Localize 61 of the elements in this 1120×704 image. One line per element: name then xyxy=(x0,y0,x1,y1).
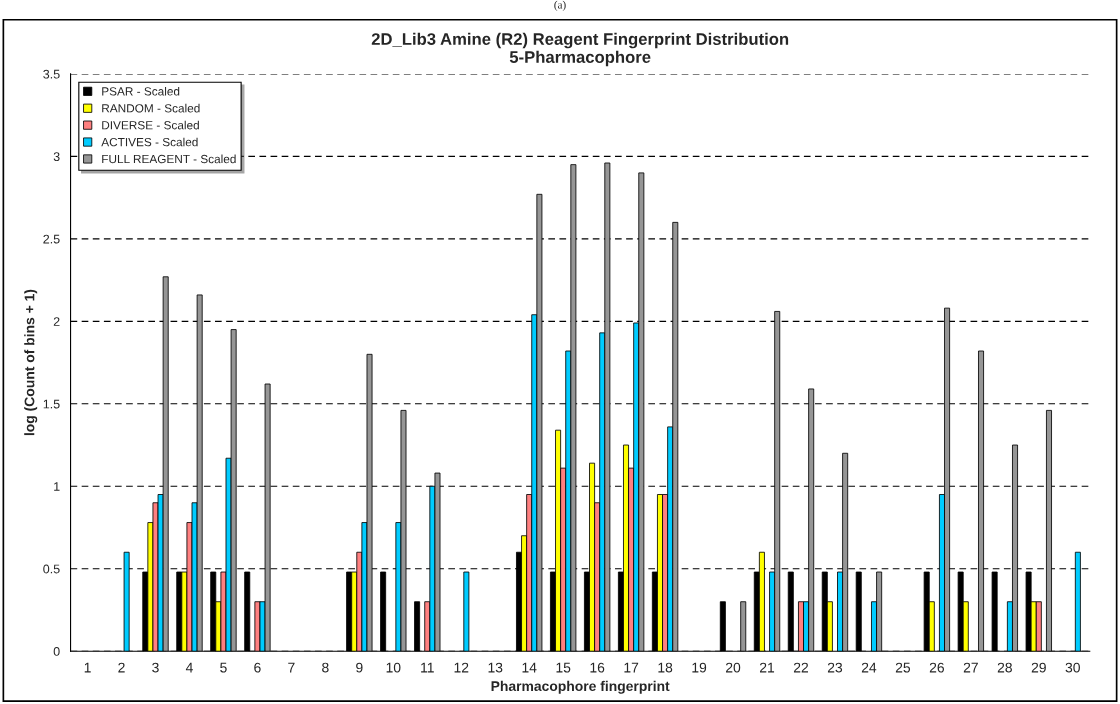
bar xyxy=(787,571,794,652)
x-tick-label: 14 xyxy=(522,662,537,673)
x-tick-label: 1 xyxy=(84,662,91,673)
y-tick-label: 2.5 xyxy=(43,234,60,244)
x-tick-label: 25 xyxy=(895,662,911,673)
bar xyxy=(855,571,862,652)
y-tick-label: 1 xyxy=(54,482,60,491)
x-tick-label: 23 xyxy=(827,662,843,673)
x-tick-label: 21 xyxy=(759,662,775,673)
bar xyxy=(740,601,747,652)
bar xyxy=(414,601,421,652)
y-tick-label: 2 xyxy=(53,317,60,326)
bar xyxy=(210,571,217,652)
text: (a) xyxy=(554,0,566,11)
y-tick-label: 3 xyxy=(53,152,60,162)
bar xyxy=(1025,571,1032,652)
y-axis-title: log (Count of bins + 1) xyxy=(24,289,38,436)
x-tick-label: 2 xyxy=(118,662,125,673)
bar xyxy=(463,571,470,652)
x-tick-label: 3 xyxy=(152,662,159,673)
legend-label: RANDOM - Scaled xyxy=(102,103,200,113)
bar xyxy=(1046,409,1052,652)
x-tick-label: 11 xyxy=(421,662,434,673)
x-tick-label: 28 xyxy=(997,662,1012,673)
x-tick-label: 12 xyxy=(454,662,469,673)
bar xyxy=(719,601,726,652)
x-tick-label: 9 xyxy=(356,662,363,673)
bar xyxy=(991,571,998,652)
bar xyxy=(244,571,251,652)
x-tick-label: 18 xyxy=(658,662,673,673)
x-tick-label: 15 xyxy=(556,662,571,673)
bar xyxy=(1035,601,1042,652)
legend-label: ACTIVES - Scaled xyxy=(101,137,198,147)
x-tick-label: 5 xyxy=(220,662,227,673)
x-tick-label: 4 xyxy=(185,662,193,673)
x-tick-label: 16 xyxy=(590,662,605,673)
bar xyxy=(758,551,765,652)
x-tick-label: 24 xyxy=(861,662,877,673)
x-tick-label: 26 xyxy=(929,662,944,673)
x-tick-label: 30 xyxy=(1065,662,1080,673)
x-tick-label: 22 xyxy=(793,662,809,673)
x-tick-label: 17 xyxy=(624,662,639,673)
x-tick-label: 29 xyxy=(1031,662,1046,673)
x-tick-label: 19 xyxy=(692,662,707,673)
x-tick-label: 6 xyxy=(254,662,261,673)
y-tick-label: 3.5 xyxy=(43,69,60,79)
chart-title: 2D_Lib3 Amine (R2) Reagent Fingerprint Distribution 5-Pharmacophore xyxy=(371,32,789,67)
x-tick-label: 27 xyxy=(963,662,978,673)
legend-label: FULL REAGENT - Scaled xyxy=(102,154,236,164)
y-tick-label: 0 xyxy=(53,647,60,656)
y-tick-label: 0.5 xyxy=(43,564,60,574)
x-tick-label: 7 xyxy=(288,662,295,673)
x-tick-label: 10 xyxy=(386,662,401,673)
x-tick-label: 20 xyxy=(726,662,741,673)
legend-label: PSAR - Scaled xyxy=(102,86,180,96)
y-tick-label: 1.5 xyxy=(43,399,60,409)
x-tick-label: 8 xyxy=(322,662,329,673)
bar xyxy=(380,571,387,652)
x-tick-label: 13 xyxy=(488,662,503,673)
legend-label: DIVERSE - Scaled xyxy=(102,120,199,130)
x-axis-title: Pharmacophore fingerprint xyxy=(491,680,670,694)
